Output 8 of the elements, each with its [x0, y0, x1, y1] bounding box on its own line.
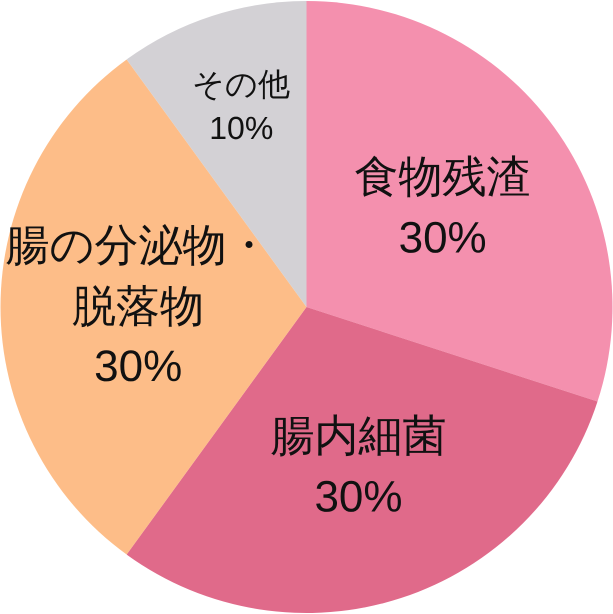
data-label: 30% [93, 341, 184, 394]
data-label: 30% [398, 212, 488, 264]
data-label: 30% [313, 471, 404, 524]
slice-label: 腸の分泌物・脱落物 [4, 220, 272, 333]
slice-label: 食物残渣 [354, 151, 532, 204]
data-label: 10% [208, 109, 274, 148]
slice-label: その他 [191, 65, 292, 104]
slice-label: 腸内細菌 [270, 410, 448, 462]
